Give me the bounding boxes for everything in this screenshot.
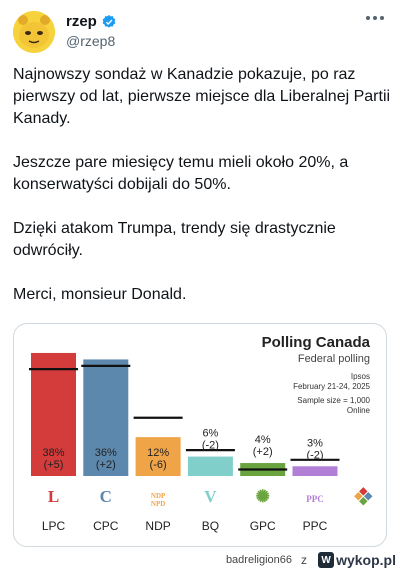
author-block: rzep @rzep8: [66, 13, 117, 49]
author-handle[interactable]: @rzep8: [66, 33, 116, 49]
poll-bar-chart: 38%(+5)LLPC36%(+2)CCPC12%(-6)NDPNPDNDP6%…: [29, 352, 373, 533]
avatar[interactable]: [13, 11, 55, 53]
verified-badge-icon: [102, 14, 116, 28]
party-logo-gpc: ✺: [256, 487, 270, 506]
party-logo-ndp: NPD: [151, 500, 165, 508]
footer-username: badreligion66: [225, 554, 292, 566]
wykop-logo-icon: W: [318, 552, 335, 568]
tweet-paragraph: Merci, monsieur Donald.: [13, 286, 187, 303]
watermark-footer: badreligion66 z W wykop.pl: [0, 552, 400, 572]
category-label-ndp: NDP: [145, 519, 170, 533]
category-label-gpc: GPC: [250, 519, 276, 533]
chart-subtitle: Federal polling: [297, 353, 370, 365]
more-options-icon[interactable]: [366, 16, 384, 20]
tweet-text: Najnowszy sondaż w Kanadzie pokazuje, po…: [13, 64, 391, 328]
category-label-lpc: LPC: [42, 519, 66, 533]
chart-meta-sample: Sample size = 1,000: [297, 396, 370, 405]
party-logo-ppc: PPC: [306, 494, 324, 504]
author-name[interactable]: rzep: [66, 13, 97, 30]
change-label-ppc: (-2): [306, 449, 323, 461]
change-label-gpc: (+2): [253, 446, 273, 458]
bar-lpc: [31, 352, 76, 476]
party-logo-cpc: C: [100, 487, 112, 506]
party-logo-ndp: NDP: [151, 492, 166, 500]
other-party-logo-icon: [359, 497, 368, 506]
value-label-ppc: 3%: [307, 437, 323, 449]
chart-meta-dates: February 21-24, 2025: [293, 382, 370, 391]
footer-z: z: [301, 553, 307, 567]
other-party-logo-icon: [354, 492, 363, 501]
bar-cpc: [83, 359, 129, 476]
value-label-ndp: 12%: [147, 447, 169, 459]
other-party-logo-icon: [364, 492, 373, 501]
category-label-bq: BQ: [202, 519, 219, 533]
chart-title: Polling Canada: [261, 334, 370, 351]
change-label-ndp: (-6): [150, 459, 167, 471]
category-label-cpc: CPC: [93, 519, 119, 533]
bar-bq: [187, 456, 233, 476]
bar-ndp: [135, 437, 181, 476]
change-label-cpc: (+2): [96, 459, 116, 471]
wykop-logo-text: wykop.pl: [336, 552, 396, 568]
tweet-paragraph: Najnowszy sondaż w Kanadzie pokazuje, po…: [13, 66, 391, 127]
value-label-bq: 6%: [202, 428, 218, 440]
chart-image[interactable]: 38% (+5) L LPC 36% (+2) C CPC 12% (-6) NDP NPD NDP 6%…: [13, 323, 387, 547]
wykop-logo: W wykop.pl: [318, 552, 396, 568]
tweet-paragraph: Dzięki atakom Trumpa, trendy się drastyc…: [13, 220, 336, 259]
change-label-bq: (-2): [202, 440, 219, 452]
party-logo-lpc: L: [48, 487, 59, 506]
other-party-logo-icon: [359, 487, 368, 496]
chart-meta-method: Online: [346, 406, 370, 415]
value-label-lpc: 38%: [42, 447, 64, 459]
category-label-ppc: PPC: [303, 519, 328, 533]
chart-meta-pollster: Ipsos: [350, 372, 370, 381]
bear-avatar-icon: [13, 11, 55, 53]
value-label-cpc: 36%: [95, 447, 117, 459]
tweet-paragraph: Jeszcze pare miesięcy temu mieli około 2…: [13, 154, 349, 193]
bar-ppc: [292, 466, 338, 476]
change-label-lpc: (+5): [44, 459, 64, 471]
party-logo-bq: V: [204, 487, 217, 506]
value-label-gpc: 4%: [255, 434, 271, 446]
